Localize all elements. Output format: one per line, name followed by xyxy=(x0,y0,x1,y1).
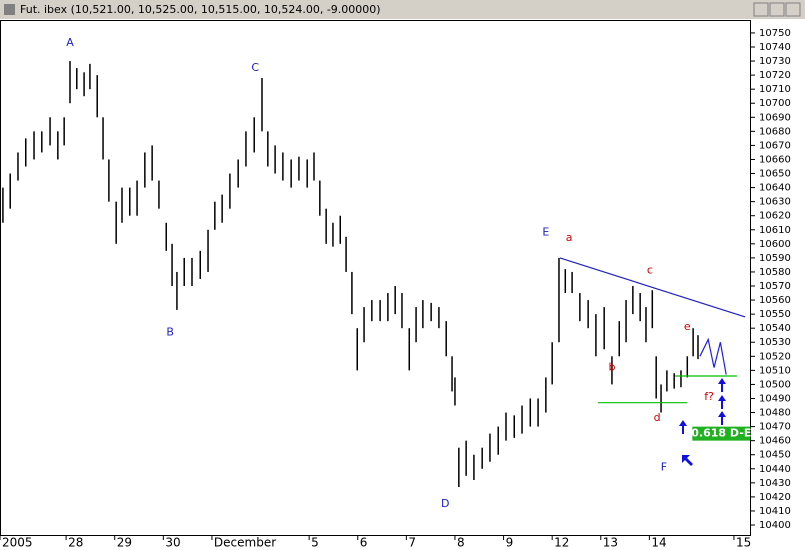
y-tick-label: 10570 xyxy=(759,281,791,292)
y-tick-label: 10650 xyxy=(759,169,791,180)
x-tick-label: 12 xyxy=(554,536,569,550)
y-tick-label: 10400 xyxy=(759,520,791,531)
y-tick-label: 10710 xyxy=(759,84,791,95)
chart-title: Fut. ibex (10,521.00, 10,525.00, 10,515.… xyxy=(20,3,381,16)
arrow xyxy=(682,455,693,466)
y-tick-label: 10630 xyxy=(759,197,791,208)
y-tick-label: 10510 xyxy=(759,365,791,376)
y-tick-label: 10640 xyxy=(759,183,791,194)
y-tick-label: 10740 xyxy=(759,42,791,53)
y-tick-label: 10660 xyxy=(759,154,791,165)
maximize-button[interactable] xyxy=(769,2,785,17)
y-tick-label: 10720 xyxy=(759,70,791,81)
y-tick-label: 10500 xyxy=(759,379,791,390)
title-bar xyxy=(0,0,805,19)
plot-frame xyxy=(0,20,751,536)
minimize-button[interactable] xyxy=(753,2,769,17)
x-tick-label: 15 xyxy=(736,536,751,550)
wave-label: F xyxy=(661,460,667,473)
x-tick-label: 13 xyxy=(603,536,618,550)
arrow xyxy=(718,395,726,409)
x-tick-label: 2005 xyxy=(2,536,33,550)
y-tick-label: 10670 xyxy=(759,140,791,151)
window-icon xyxy=(4,4,15,15)
wave-label: E xyxy=(542,226,549,239)
trend-line xyxy=(699,337,727,375)
wave-label: d xyxy=(654,411,661,424)
x-tick-label: 28 xyxy=(68,536,83,550)
wave-label: A xyxy=(66,36,74,49)
y-tick-label: 10470 xyxy=(759,422,791,433)
wave-label: C xyxy=(251,61,259,74)
y-tick-label: 10600 xyxy=(759,239,791,250)
y-tick-label: 10580 xyxy=(759,267,791,278)
x-tick-label: 6 xyxy=(360,536,368,550)
y-tick-label: 10420 xyxy=(759,492,791,503)
y-tick-label: 10530 xyxy=(759,337,791,348)
wave-label: b xyxy=(608,361,615,374)
close-button[interactable] xyxy=(785,2,801,17)
y-tick-label: 10560 xyxy=(759,295,791,306)
trend-line xyxy=(559,257,746,318)
y-tick-label: 10750 xyxy=(759,28,791,39)
y-tick-label: 10620 xyxy=(759,211,791,222)
y-tick-label: 10610 xyxy=(759,225,791,236)
y-tick-label: 10430 xyxy=(759,478,791,489)
y-tick-label: 10460 xyxy=(759,436,791,447)
arrow xyxy=(718,411,726,425)
x-tick-label: 5 xyxy=(311,536,319,550)
y-tick-label: 10690 xyxy=(759,112,791,123)
arrow xyxy=(679,420,687,434)
y-tick-label: 10550 xyxy=(759,309,791,320)
y-tick-label: 10410 xyxy=(759,506,791,517)
label-box xyxy=(692,426,751,441)
y-tick-label: 10480 xyxy=(759,408,791,419)
y-tick-label: 10440 xyxy=(759,464,791,475)
y-tick-label: 10490 xyxy=(759,393,791,404)
x-tick-label: December xyxy=(214,536,276,550)
y-tick-label: 10590 xyxy=(759,253,791,264)
x-tick-label: 9 xyxy=(506,536,514,550)
wave-label: e xyxy=(684,320,691,333)
y-tick-label: 10520 xyxy=(759,351,791,362)
x-tick-label: 14 xyxy=(651,536,666,550)
x-tick-label: 7 xyxy=(408,536,416,550)
wave-label: B xyxy=(166,325,174,338)
wave-label: a xyxy=(566,231,573,244)
x-tick-label: 30 xyxy=(165,536,180,550)
wave-label: f? xyxy=(704,390,714,403)
y-tick-label: 10700 xyxy=(759,98,791,109)
y-tick-label: 10730 xyxy=(759,56,791,67)
x-tick-label: 8 xyxy=(457,536,465,550)
arrow xyxy=(718,378,726,392)
x-tick-label: 29 xyxy=(117,536,132,550)
wave-label: D xyxy=(441,497,449,510)
y-tick-label: 10680 xyxy=(759,126,791,137)
wave-label: c xyxy=(647,264,653,277)
y-tick-label: 10540 xyxy=(759,323,791,334)
arrows xyxy=(679,378,726,466)
box-label: 0.618 D-E xyxy=(691,427,751,440)
y-tick-label: 10450 xyxy=(759,450,791,461)
